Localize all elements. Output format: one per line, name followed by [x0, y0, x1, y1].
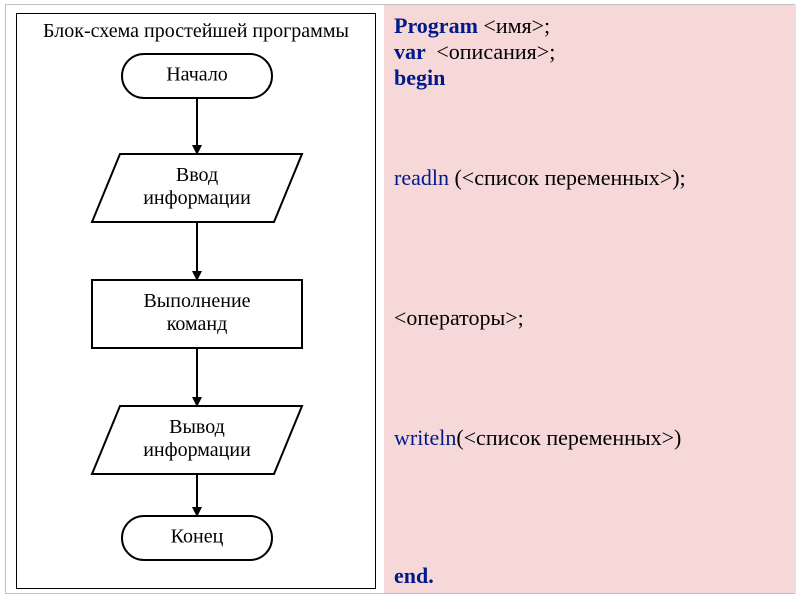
code-line: var <описания>; — [394, 39, 555, 65]
code-token: (<список переменных>); — [454, 165, 685, 190]
code-token: Program — [394, 13, 483, 38]
code-token: <операторы>; — [394, 305, 524, 330]
code-line: Program <имя>; — [394, 13, 550, 39]
code-token: readln — [394, 165, 454, 190]
code-token: (<список переменных>) — [456, 425, 681, 450]
node-label: Вывод — [169, 416, 225, 438]
code-token: <имя>; — [483, 13, 550, 38]
code-line: readln (<список переменных>); — [394, 165, 686, 191]
code-token: writeln — [394, 425, 456, 450]
slide-frame: Program <имя>;var <описания>;beginreadln… — [5, 4, 795, 594]
node-label: информации — [143, 187, 251, 209]
node-label: Начало — [166, 64, 228, 86]
code-line: begin — [394, 65, 445, 91]
code-line: <операторы>; — [394, 305, 524, 331]
flowchart-panel: Блок-схема простейшей программы Начало Вв… — [16, 13, 376, 589]
node-label: Ввод — [176, 164, 218, 186]
node-label: информации — [143, 439, 251, 461]
code-panel: Program <имя>;var <описания>;beginreadln… — [384, 5, 796, 593]
node-label: Конец — [171, 526, 224, 548]
flowchart-svg: НачалоВводинформацииВыполнениекомандВыво… — [17, 48, 375, 588]
code-token: <описания>; — [436, 39, 555, 64]
code-line: end. — [394, 563, 434, 589]
node-label: Выполнение — [143, 290, 250, 312]
node-label: команд — [167, 313, 228, 335]
code-line: writeln(<список переменных>) — [394, 425, 681, 451]
code-token: var — [394, 39, 436, 64]
code-token: begin — [394, 65, 445, 90]
flowchart-title: Блок-схема простейшей программы — [17, 20, 375, 43]
code-token: end. — [394, 563, 434, 588]
